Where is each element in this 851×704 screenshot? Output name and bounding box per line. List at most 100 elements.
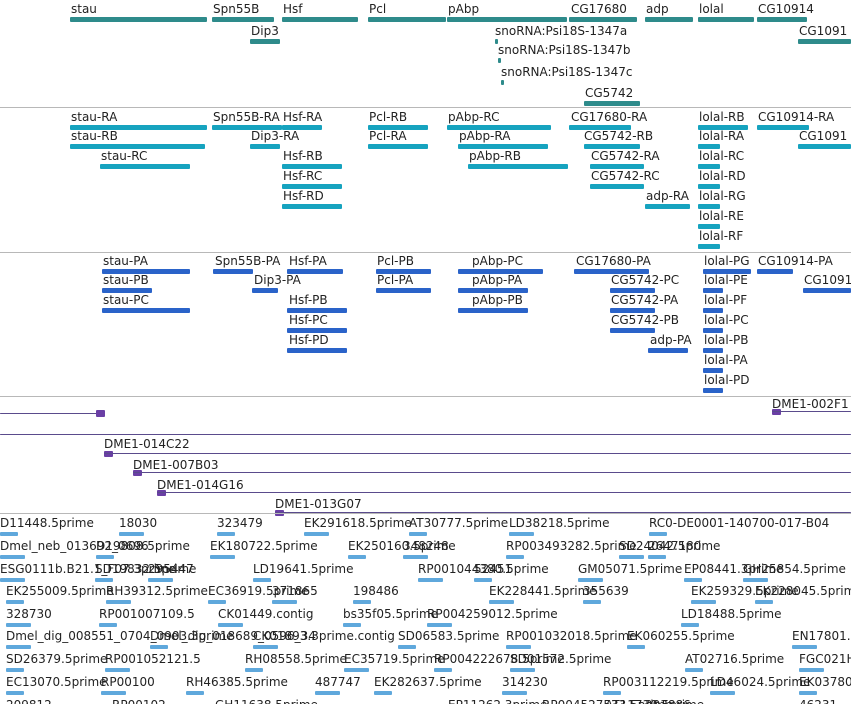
est-label[interactable]: EN17801.5prime bbox=[792, 629, 851, 643]
est-label[interactable]: Dmel_dig_018689_0596_34 bbox=[150, 629, 316, 643]
transcript-glyph[interactable] bbox=[757, 125, 809, 130]
est-glyph[interactable] bbox=[743, 578, 768, 582]
est-glyph[interactable] bbox=[150, 645, 168, 649]
protein-glyph[interactable] bbox=[287, 328, 347, 333]
protein-glyph[interactable] bbox=[703, 368, 723, 373]
est-glyph[interactable] bbox=[578, 578, 603, 582]
protein-label-adp-pa[interactable]: adp-PA bbox=[650, 333, 692, 347]
est-label[interactable]: 18030 bbox=[119, 516, 158, 530]
transcript-glyph[interactable] bbox=[569, 125, 631, 130]
est-label[interactable]: D19808.5prime bbox=[96, 539, 190, 553]
est-label[interactable]: EC35719.5prime bbox=[344, 652, 445, 666]
est-glyph[interactable] bbox=[106, 600, 131, 604]
est-label[interactable]: RP00100 bbox=[101, 675, 155, 689]
protein-glyph[interactable] bbox=[102, 288, 152, 293]
est-label[interactable]: RP001052121.5 bbox=[105, 652, 201, 666]
transcript-glyph[interactable] bbox=[645, 204, 690, 209]
est-glyph[interactable] bbox=[119, 532, 144, 536]
est-glyph[interactable] bbox=[434, 668, 452, 672]
est-glyph[interactable] bbox=[691, 600, 716, 604]
protein-label-pabp-pa[interactable]: pAbp-PA bbox=[472, 273, 523, 287]
transcript-label-stau-rc[interactable]: stau-RC bbox=[101, 149, 148, 163]
gene-label-cg17680[interactable]: CG17680 bbox=[571, 2, 627, 16]
gene-label-cg1091[interactable]: CG1091 bbox=[799, 24, 848, 38]
transcript-glyph[interactable] bbox=[368, 125, 428, 130]
transcript-label-cg10914-ra[interactable]: CG10914-RA bbox=[758, 110, 835, 124]
clone-label-dme1-007b03[interactable]: DME1-007B03 bbox=[133, 458, 219, 472]
est-label[interactable]: RH46385.5prime bbox=[186, 675, 288, 689]
transcript-glyph[interactable] bbox=[70, 144, 205, 149]
est-glyph[interactable] bbox=[6, 645, 31, 649]
est-glyph[interactable] bbox=[0, 555, 25, 559]
gene-glyph[interactable] bbox=[212, 17, 274, 22]
est-glyph[interactable] bbox=[101, 691, 126, 695]
protein-glyph[interactable] bbox=[458, 269, 543, 274]
est-label[interactable]: 314230 bbox=[502, 675, 548, 689]
transcript-label-hsf-rb[interactable]: Hsf-RB bbox=[283, 149, 323, 163]
protein-label-pabp-pb[interactable]: pAbp-PB bbox=[472, 293, 523, 307]
est-label[interactable]: LD19641.5prime bbox=[253, 562, 354, 576]
transcript-label-lolal-rd[interactable]: lolal-RD bbox=[699, 169, 746, 183]
est-label[interactable]: RP003493282.5prime bbox=[506, 539, 637, 553]
est-glyph[interactable] bbox=[6, 691, 24, 695]
est-label[interactable]: SD06583.5prime bbox=[398, 629, 500, 643]
est-glyph[interactable] bbox=[685, 668, 703, 672]
clone-marker[interactable] bbox=[772, 409, 781, 415]
est-label[interactable]: RP00102 bbox=[112, 699, 166, 704]
transcript-glyph[interactable] bbox=[698, 204, 720, 209]
transcript-glyph[interactable] bbox=[447, 125, 551, 130]
est-glyph[interactable] bbox=[348, 555, 366, 559]
protein-glyph[interactable] bbox=[287, 269, 343, 274]
est-glyph[interactable] bbox=[208, 600, 226, 604]
est-label[interactable]: ESG0111b.B21.1_F07.3prime bbox=[0, 562, 176, 576]
transcript-glyph[interactable] bbox=[698, 144, 720, 149]
protein-glyph[interactable] bbox=[574, 269, 649, 274]
protein-glyph[interactable] bbox=[703, 328, 723, 333]
clone-label-dme1-013g07[interactable]: DME1-013G07 bbox=[275, 497, 362, 511]
est-glyph[interactable] bbox=[799, 668, 824, 672]
protein-label-cg5742-pa[interactable]: CG5742-PA bbox=[611, 293, 679, 307]
protein-label-cg10914-pa[interactable]: CG10914-PA bbox=[758, 254, 833, 268]
protein-glyph[interactable] bbox=[757, 269, 793, 274]
protein-label-lolal-pf[interactable]: lolal-PF bbox=[704, 293, 748, 307]
protein-glyph[interactable] bbox=[287, 348, 347, 353]
transcript-glyph[interactable] bbox=[100, 164, 190, 169]
transcript-glyph[interactable] bbox=[698, 184, 720, 189]
protein-label-lolal-pd[interactable]: lolal-PD bbox=[704, 373, 750, 387]
est-glyph[interactable] bbox=[105, 668, 130, 672]
protein-label-pcl-pb[interactable]: Pcl-PB bbox=[377, 254, 414, 268]
protein-label-hsf-pd[interactable]: Hsf-PD bbox=[289, 333, 329, 347]
gene-label-adp[interactable]: adp bbox=[646, 2, 669, 16]
protein-glyph[interactable] bbox=[287, 308, 347, 313]
transcript-glyph[interactable] bbox=[584, 144, 640, 149]
est-glyph[interactable] bbox=[217, 532, 235, 536]
protein-glyph[interactable] bbox=[376, 269, 431, 274]
est-label[interactable]: SD01572.5prime bbox=[510, 652, 612, 666]
est-label[interactable]: 371865 bbox=[272, 584, 318, 598]
est-glyph[interactable] bbox=[755, 600, 773, 604]
transcript-label-cg5742-ra[interactable]: CG5742-RA bbox=[591, 149, 660, 163]
est-label[interactable]: EK060255.5prime bbox=[627, 629, 735, 643]
est-glyph[interactable] bbox=[6, 668, 24, 672]
est-label[interactable]: 2647180 bbox=[648, 539, 702, 553]
est-label[interactable]: EK228045.5prime bbox=[755, 584, 851, 598]
protein-label-cg17680-pa[interactable]: CG17680-PA bbox=[576, 254, 651, 268]
protein-label-lolal-pa[interactable]: lolal-PA bbox=[704, 353, 748, 367]
gene-label-stau[interactable]: stau bbox=[71, 2, 97, 16]
est-glyph[interactable] bbox=[343, 623, 361, 627]
transcript-glyph[interactable] bbox=[282, 184, 342, 189]
est-glyph[interactable] bbox=[510, 668, 535, 672]
gene-label-hsf[interactable]: Hsf bbox=[283, 2, 303, 16]
est-label[interactable]: EP08441.3prime bbox=[684, 562, 784, 576]
protein-label-stau-pb[interactable]: stau-PB bbox=[103, 273, 149, 287]
est-glyph[interactable] bbox=[583, 600, 601, 604]
est-glyph[interactable] bbox=[253, 578, 271, 582]
gene-glyph[interactable] bbox=[250, 39, 280, 44]
est-label[interactable]: CK01893.3prime.contig bbox=[253, 629, 395, 643]
est-label[interactable]: EC13070.5prime bbox=[6, 675, 107, 689]
est-label[interactable]: EK228441.5prime bbox=[489, 584, 597, 598]
protein-glyph[interactable] bbox=[703, 348, 723, 353]
clone-marker[interactable] bbox=[104, 451, 113, 457]
transcript-label-cg5742-rb[interactable]: CG5742-RB bbox=[584, 129, 654, 143]
transcript-label-lolal-rf[interactable]: lolal-RF bbox=[699, 229, 744, 243]
